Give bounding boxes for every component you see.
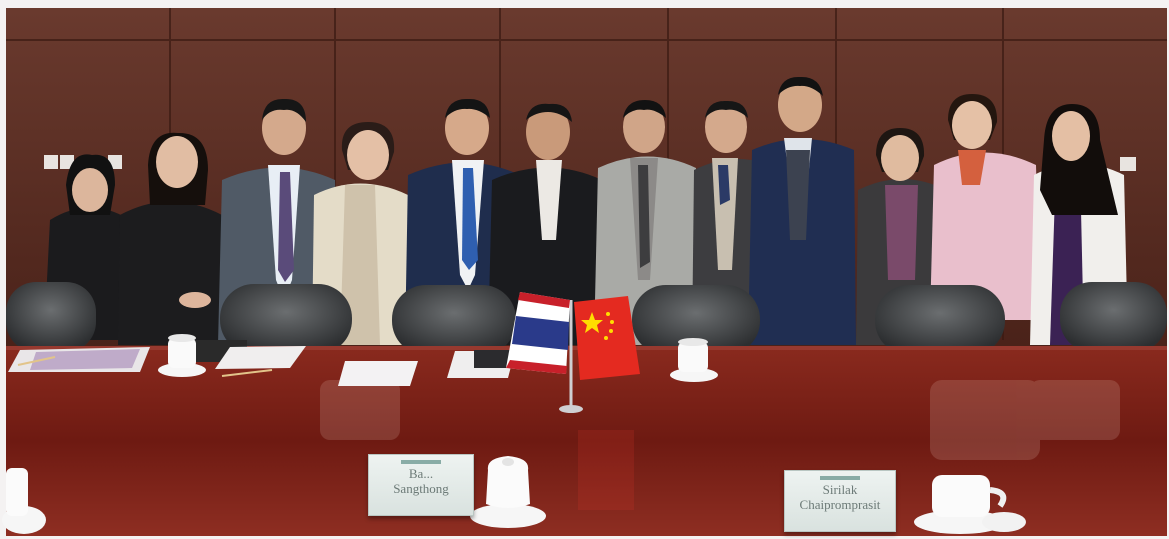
person <box>930 94 1040 320</box>
chair <box>392 285 516 355</box>
document <box>215 346 306 369</box>
tea-cup-icon <box>470 456 546 528</box>
pen <box>17 356 56 366</box>
nameplate-line2: Sangthong <box>393 481 449 496</box>
university-logo-icon <box>820 476 860 480</box>
wall-switch <box>60 155 74 169</box>
university-logo-icon <box>401 460 441 464</box>
person <box>748 76 856 345</box>
nameplate-line1: Sirilak <box>822 482 858 497</box>
tea-cup-icon <box>158 334 206 377</box>
nameplate: Sirilak Chaipromprasit <box>784 470 896 532</box>
wall-switch <box>1120 157 1136 171</box>
chinese-flag-icon <box>574 296 640 380</box>
chair <box>220 284 352 354</box>
nameplate-line2: Chaipromprasit <box>799 497 881 512</box>
nameplate: Ba... Sangthong <box>368 454 474 516</box>
tea-cup-icon <box>2 468 46 534</box>
pen <box>221 369 273 377</box>
person <box>312 122 410 345</box>
person <box>118 132 225 345</box>
conference-table <box>2 334 1167 536</box>
chair <box>6 282 96 352</box>
person <box>44 154 132 340</box>
nameplate-line1: Ba... <box>408 466 434 481</box>
chairs <box>6 282 1167 355</box>
chair <box>632 285 760 355</box>
wall-switch <box>44 155 58 169</box>
person <box>488 103 604 345</box>
chair <box>1060 282 1167 352</box>
flag-stand <box>506 292 640 413</box>
chair <box>875 285 1005 355</box>
tea-cup-icon <box>670 338 718 382</box>
tea-cup-icon <box>914 475 1026 534</box>
thai-flag-icon <box>506 292 570 374</box>
brochure <box>30 349 140 370</box>
document <box>338 361 418 386</box>
